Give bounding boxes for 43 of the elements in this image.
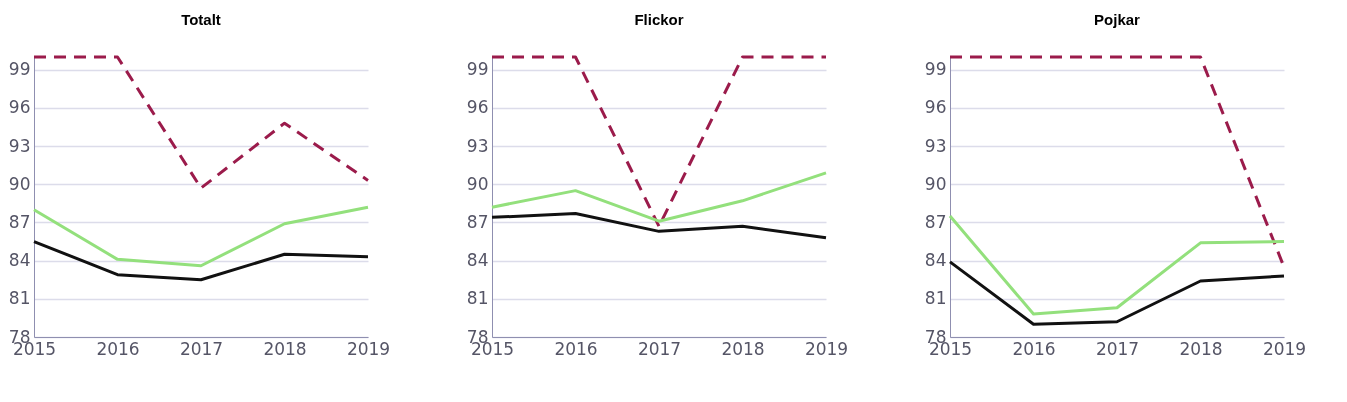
y-tick-label: 90 bbox=[8, 173, 31, 194]
x-tick-label: 2016 bbox=[1012, 338, 1056, 359]
y-tick-label: 90 bbox=[466, 173, 489, 194]
y-tick-label: 96 bbox=[8, 97, 31, 118]
x-tick-label: 2017 bbox=[179, 338, 224, 359]
y-tick-label: 84 bbox=[924, 250, 947, 271]
y-tick-label: 93 bbox=[466, 135, 489, 156]
y-tick-label: 99 bbox=[924, 59, 947, 80]
x-tick-label: 2018 bbox=[1179, 338, 1223, 359]
y-tick-label: 81 bbox=[924, 288, 947, 309]
y-tick-label: 90 bbox=[924, 173, 947, 194]
line-series bbox=[32, 240, 370, 282]
line-series bbox=[490, 212, 828, 240]
y-tick-label: 81 bbox=[8, 288, 31, 309]
y-tick-label: 87 bbox=[466, 211, 489, 232]
line-series bbox=[32, 205, 370, 268]
y-tick-label: 87 bbox=[8, 211, 31, 232]
chart-title: Totalt bbox=[181, 10, 221, 28]
y-tick-label: 96 bbox=[466, 97, 489, 118]
y-tick-label: 93 bbox=[924, 135, 947, 156]
x-tick-label: 2018 bbox=[721, 338, 765, 359]
x-tick-label: 2017 bbox=[637, 338, 682, 359]
y-tick-label: 87 bbox=[924, 211, 947, 232]
x-tick-label: 2016 bbox=[554, 338, 598, 359]
line-series bbox=[490, 171, 828, 223]
chart-title: Pojkar bbox=[1094, 10, 1141, 28]
y-tick-label: 81 bbox=[466, 288, 489, 309]
y-tick-label: 84 bbox=[8, 250, 31, 271]
line-series bbox=[948, 260, 1286, 326]
line-series bbox=[948, 214, 1286, 316]
line-series bbox=[32, 55, 370, 190]
y-tick-label: 99 bbox=[8, 59, 31, 80]
y-tick-label: 93 bbox=[8, 135, 31, 156]
y-tick-label: 99 bbox=[466, 59, 489, 80]
x-tick-label: 2019 bbox=[346, 338, 391, 359]
chart-title: Flickor bbox=[634, 10, 684, 28]
x-tick-label: 2019 bbox=[804, 338, 849, 359]
x-tick-label: 2016 bbox=[96, 338, 140, 359]
x-tick-label: 2018 bbox=[263, 338, 307, 359]
y-tick-label: 96 bbox=[924, 97, 947, 118]
x-tick-label: 2017 bbox=[1095, 338, 1140, 359]
y-tick-label: 84 bbox=[466, 250, 489, 271]
x-tick-label: 2019 bbox=[1262, 338, 1307, 359]
